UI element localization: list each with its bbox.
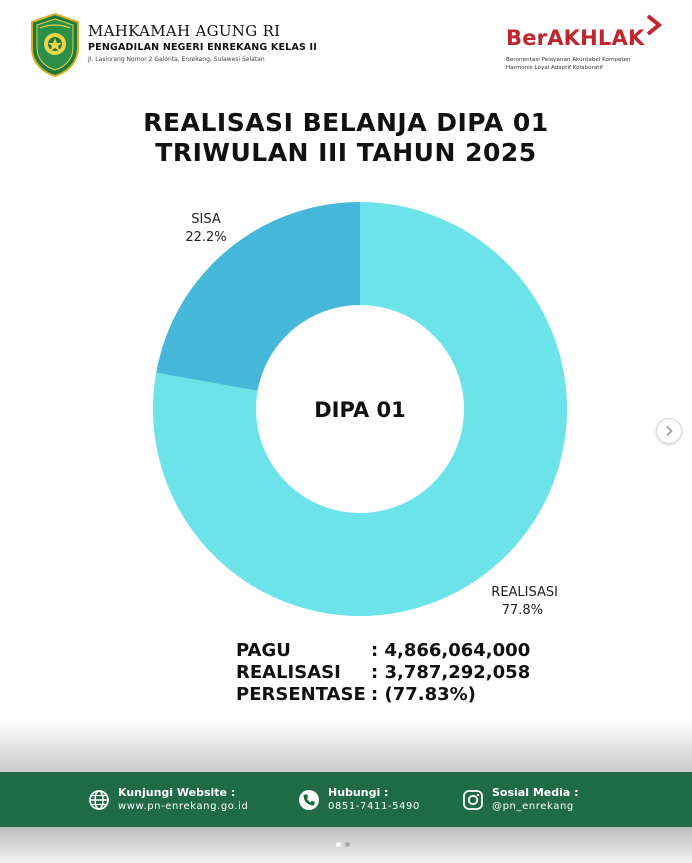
org-block: MAHKAMAH AGUNG RI PENGADILAN NEGERI ENRE… [88,22,317,63]
website-value[interactable]: www.pn-enrekang.go.id [118,800,249,812]
social-label: Sosial Media : [492,785,579,799]
berakhlak-logo: BerAKHLAK Berorientasi Pelayanan Akuntab… [506,14,666,78]
footer-phone: Hubungi : 0851-7411-5490 [298,772,420,827]
footer-website: Kunjungi Website : www.pn-enrekang.go.id [88,772,248,827]
carousel-dot[interactable] [345,842,350,847]
summary-value: : 3,787,292,058 [371,662,531,683]
summary-row-persentase: PERSENTASE : (77.83%) [236,684,530,706]
chart-title-line-2: TRIWULAN III TAHUN 2025 [155,138,537,167]
website-label: Kunjungi Website : [118,785,236,799]
donut-center-label: DIPA 01 [314,398,406,422]
org-address: Jl. Lasinrang Nomor 2 Galonta, Enrekang,… [88,56,265,63]
pie-label-realisasi-name: REALISASI [491,585,558,600]
mahkamah-agung-emblem-icon [31,12,79,78]
summary-row-realisasi: REALISASI : 3,787,292,058 [236,662,530,684]
footer-social: Sosial Media : @pn_enrekang [462,772,579,827]
pie-label-sisa-name: SISA [191,212,221,227]
phone-label: Hubungi : [328,785,389,799]
summary-label: REALISASI [236,662,341,683]
pie-label-realisasi-value: 77.8% [502,603,543,618]
chart-title-line-1: REALISASI BELANJA DIPA 01 [143,108,549,137]
org-subtitle: PENGADILAN NEGERI ENREKANG KELAS II [88,42,318,53]
org-title: MAHKAMAH AGUNG RI [88,22,281,40]
summary-value: : (77.83%) [371,684,476,705]
berakhlak-chevron-icon [646,14,663,36]
berakhlak-tagline-1: Berorientasi Pelayanan Akuntabel Kompete… [506,57,631,63]
chart-title: REALISASI BELANJA DIPA 01 TRIWULAN III T… [0,108,692,168]
instagram-icon [463,789,483,810]
pie-label-sisa-value: 22.2% [185,230,226,245]
summary-label: PAGU [236,640,291,661]
social-value[interactable]: @pn_enrekang [492,800,574,812]
carousel-dot[interactable] [336,842,341,847]
summary-row-pagu: PAGU : 4,866,064,000 [236,640,530,662]
pie-slice-realisasi [152,202,567,616]
berakhlak-wordmark: BerAKHLAK [506,26,645,50]
phone-value[interactable]: 0851-7411-5490 [328,800,420,812]
summary-value: : 4,866,064,000 [371,640,531,661]
pie-slice-sisa [156,202,360,391]
budget-summary: PAGU : 4,866,064,000 REALISASI : 3,787,2… [236,640,530,706]
donut-chart: REALISASI 77.8% SISA 22.2% DIPA 01 [140,196,580,636]
chevron-right-icon [666,425,673,437]
carousel-dots [336,842,350,847]
shadow-band [0,720,692,772]
globe-icon [89,789,109,810]
donut-chart-svg: REALISASI 77.8% SISA 22.2% DIPA 01 [152,202,567,618]
berakhlak-tagline-2: Harmonis Loyal Adaptif Kolaboratif [506,65,603,71]
carousel-next-button[interactable] [656,418,682,444]
contact-footer: Kunjungi Website : www.pn-enrekang.go.id… [0,772,692,827]
phone-icon [299,789,319,810]
summary-label: PERSENTASE [236,684,366,705]
